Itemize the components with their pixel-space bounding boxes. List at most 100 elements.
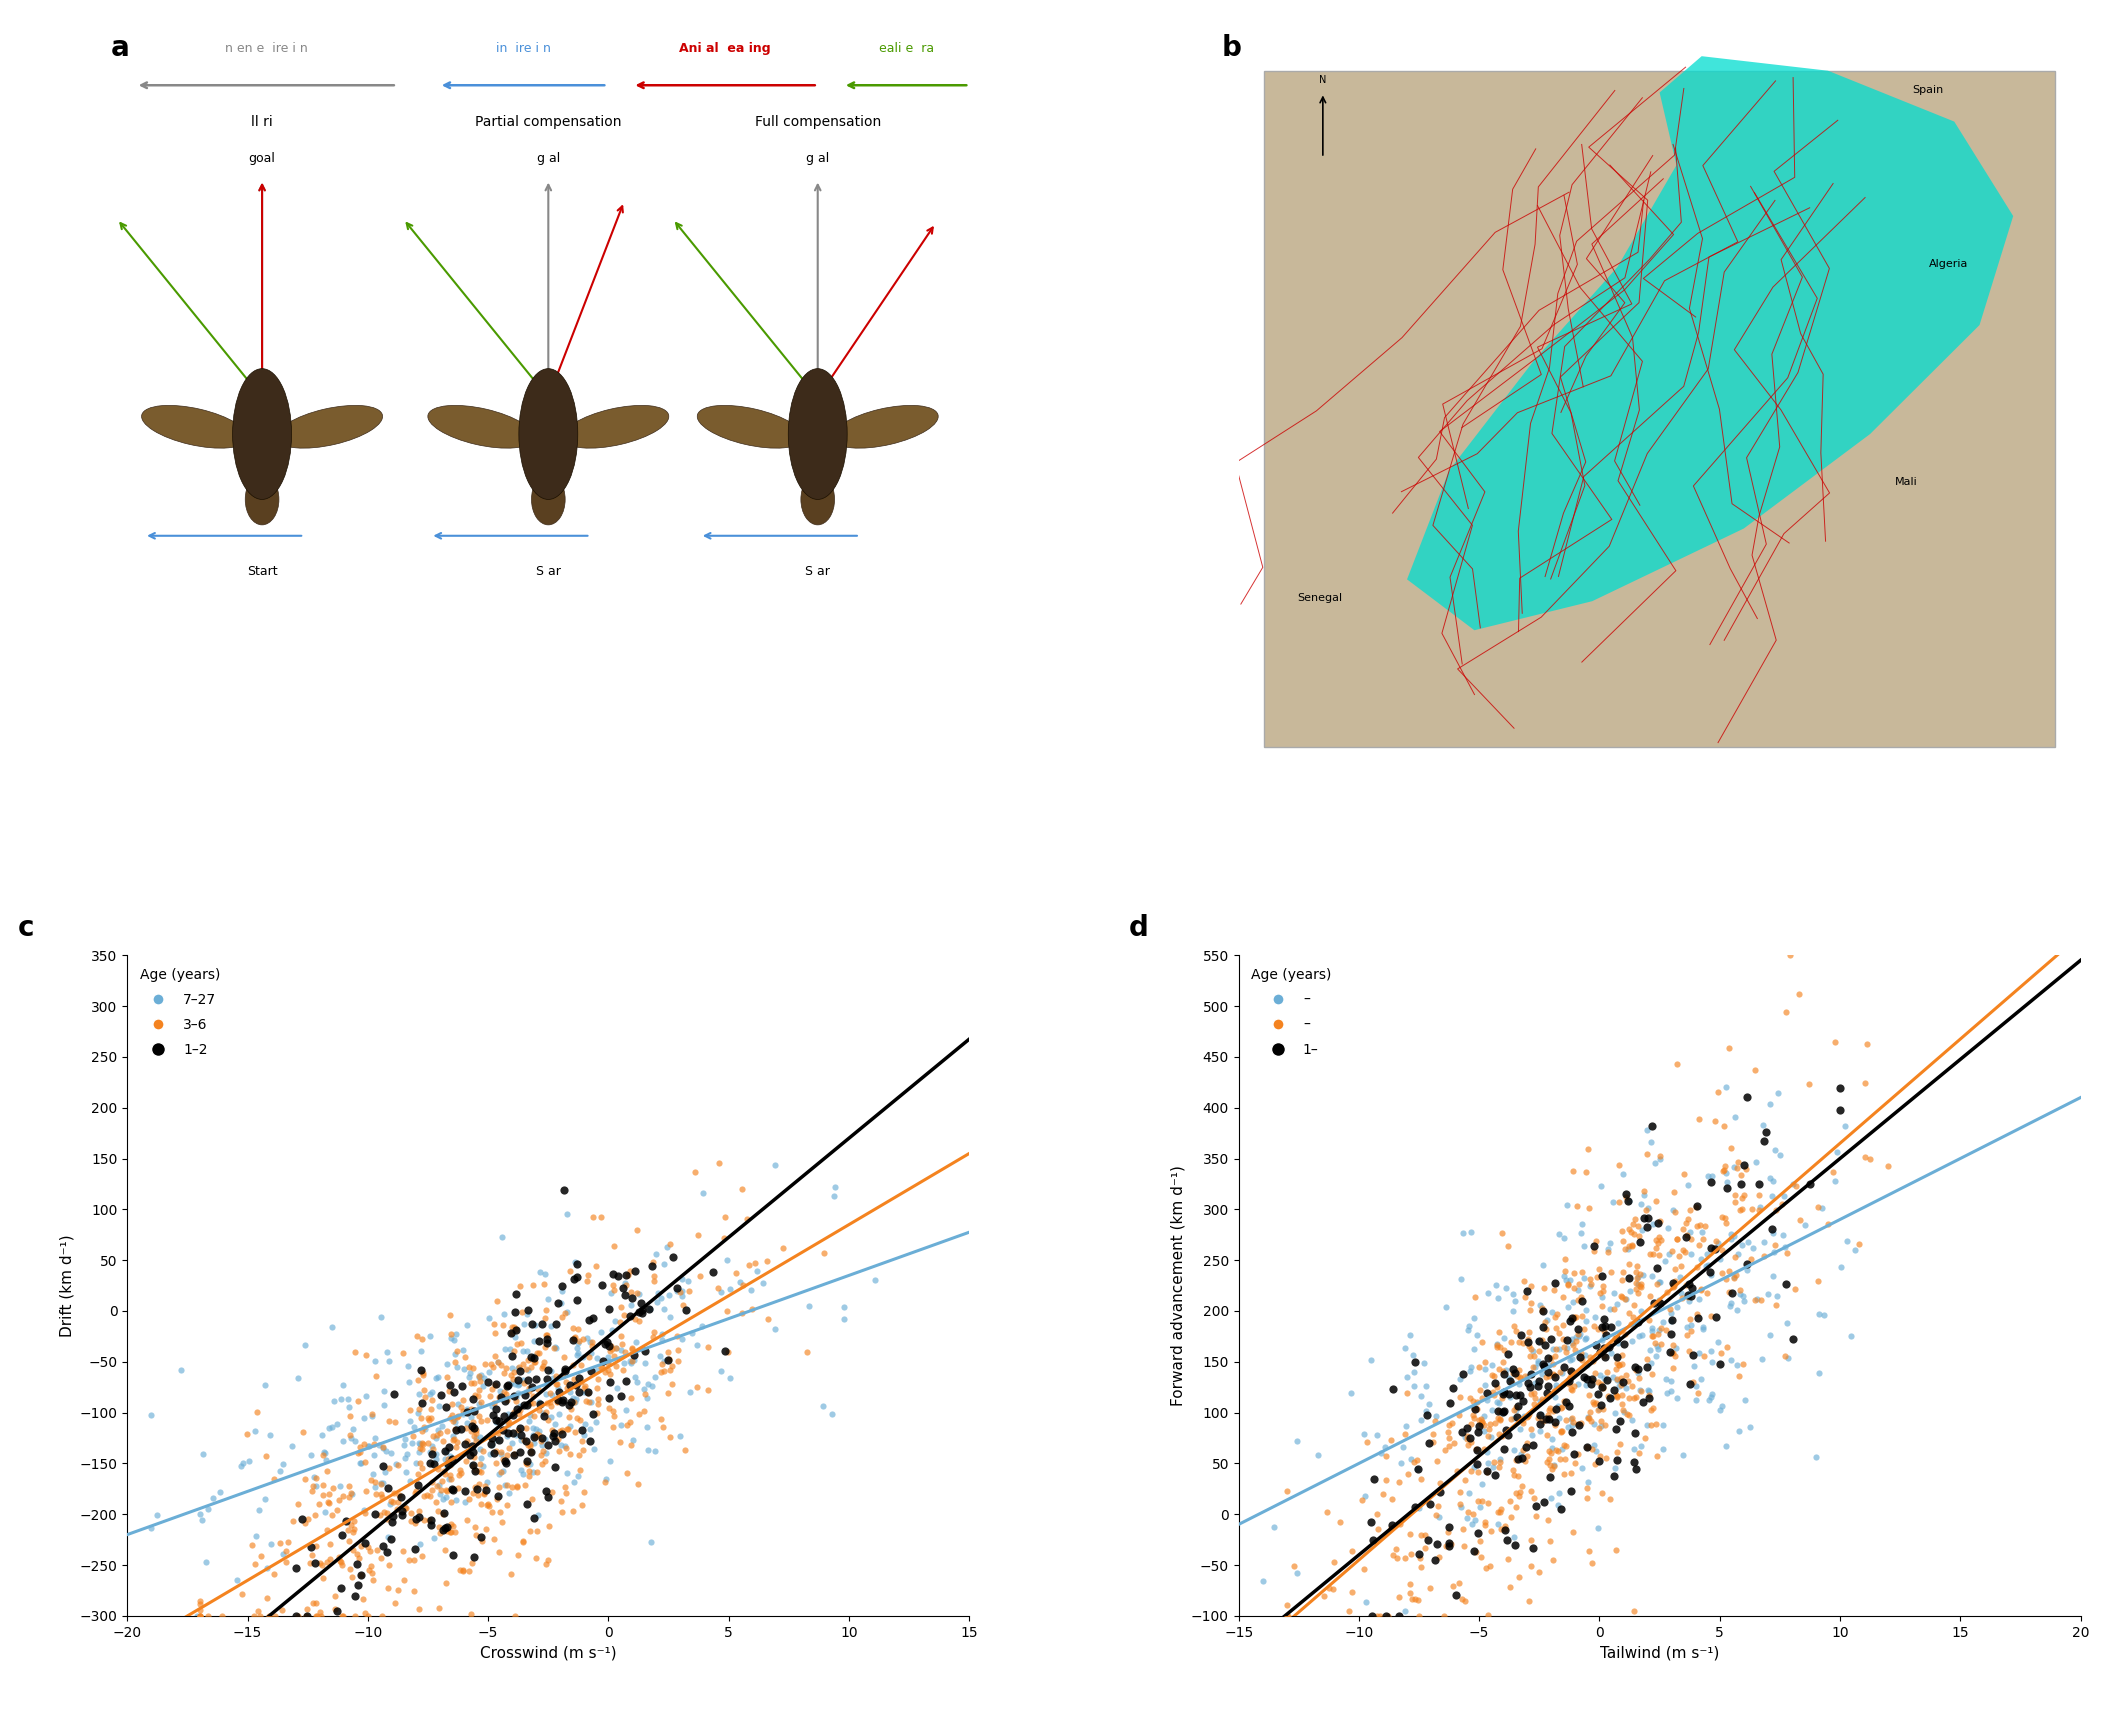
Point (469, 1471, 503, 1499)
Point (1503, 1382, 1537, 1410)
Point (1601, 1367, 1635, 1394)
Point (459, 1473, 493, 1501)
Point (635, 1528, 669, 1556)
Point (1486, 1398, 1520, 1425)
Point (520, 1416, 554, 1444)
Point (1554, 1411, 1588, 1439)
Point (395, 1499, 429, 1526)
Point (560, 1404, 594, 1432)
Point (1596, 1363, 1630, 1391)
Point (1541, 1318, 1575, 1346)
Point (1537, 1384, 1571, 1411)
Point (1660, 1294, 1694, 1322)
Point (1552, 1392, 1586, 1420)
Point (1554, 1404, 1588, 1432)
Point (454, 1413, 488, 1441)
Point (1616, 1233, 1650, 1260)
Point (1465, 1411, 1499, 1439)
Point (1452, 1497, 1486, 1525)
Point (446, 1399, 480, 1427)
Point (405, 1435, 439, 1463)
Text: ll ri: ll ri (251, 115, 274, 129)
Point (1705, 1392, 1739, 1420)
Point (1609, 1181, 1643, 1208)
Point (1709, 1174, 1743, 1202)
Point (1611, 1300, 1645, 1327)
Point (1563, 1320, 1596, 1348)
Point (1480, 1331, 1514, 1358)
Point (291, 1595, 325, 1623)
Point (1482, 1284, 1516, 1312)
Point (1779, 1172, 1813, 1200)
Point (346, 1497, 380, 1525)
Point (1768, 1234, 1802, 1262)
Point (1573, 1399, 1607, 1427)
Point (420, 1416, 454, 1444)
Point (422, 1594, 456, 1621)
Point (1643, 1286, 1677, 1313)
Point (1503, 1482, 1537, 1509)
Point (367, 1377, 401, 1404)
Point (497, 1420, 531, 1447)
Point (1718, 1181, 1751, 1208)
Point (1467, 1418, 1501, 1446)
Point (1456, 1305, 1490, 1332)
Point (1459, 1453, 1492, 1480)
Point (1548, 1446, 1582, 1473)
Point (183, 1501, 217, 1528)
Point (1505, 1410, 1539, 1437)
Point (541, 1437, 575, 1465)
Point (429, 1477, 463, 1504)
Point (1722, 1361, 1756, 1389)
Point (280, 1602, 314, 1630)
Point (828, 1306, 862, 1334)
Point (512, 1408, 546, 1435)
Point (284, 1504, 318, 1532)
Point (1637, 1394, 1671, 1422)
Point (408, 1482, 442, 1509)
Point (1616, 1210, 1650, 1238)
Point (1620, 1279, 1654, 1306)
Point (707, 1203, 741, 1231)
Point (1633, 1380, 1667, 1408)
Point (480, 1449, 514, 1477)
Point (1554, 1459, 1588, 1487)
Point (1533, 1404, 1567, 1432)
Point (1478, 1370, 1512, 1398)
Point (1497, 1461, 1531, 1489)
Point (1605, 1258, 1639, 1286)
Point (1743, 1171, 1777, 1198)
Point (1580, 1332, 1613, 1360)
Point (1499, 1494, 1533, 1521)
Point (601, 1373, 635, 1401)
Point (488, 1336, 522, 1363)
Point (476, 1401, 510, 1428)
Point (1590, 1238, 1624, 1265)
Point (1522, 1418, 1556, 1446)
Point (1507, 1401, 1541, 1428)
Point (1643, 1145, 1677, 1172)
Point (482, 1349, 516, 1377)
Point (531, 1483, 565, 1511)
Point (433, 1442, 467, 1470)
Point (1739, 1055, 1773, 1083)
Point (1393, 1520, 1427, 1547)
Point (1463, 1413, 1497, 1441)
Point (1601, 1329, 1635, 1356)
Point (335, 1537, 369, 1564)
Point (1565, 1210, 1599, 1238)
Point (546, 1389, 580, 1416)
Point (312, 1415, 346, 1442)
Point (1635, 1322, 1669, 1349)
Point (1427, 1602, 1461, 1630)
Point (1546, 1282, 1580, 1310)
Point (637, 1324, 671, 1351)
Point (1586, 1373, 1620, 1401)
Point (456, 1439, 490, 1466)
Point (386, 1339, 420, 1367)
Point (427, 1461, 461, 1489)
Point (673, 1277, 707, 1305)
Point (1431, 1518, 1465, 1545)
Point (516, 1458, 550, 1485)
Point (1552, 1346, 1586, 1373)
